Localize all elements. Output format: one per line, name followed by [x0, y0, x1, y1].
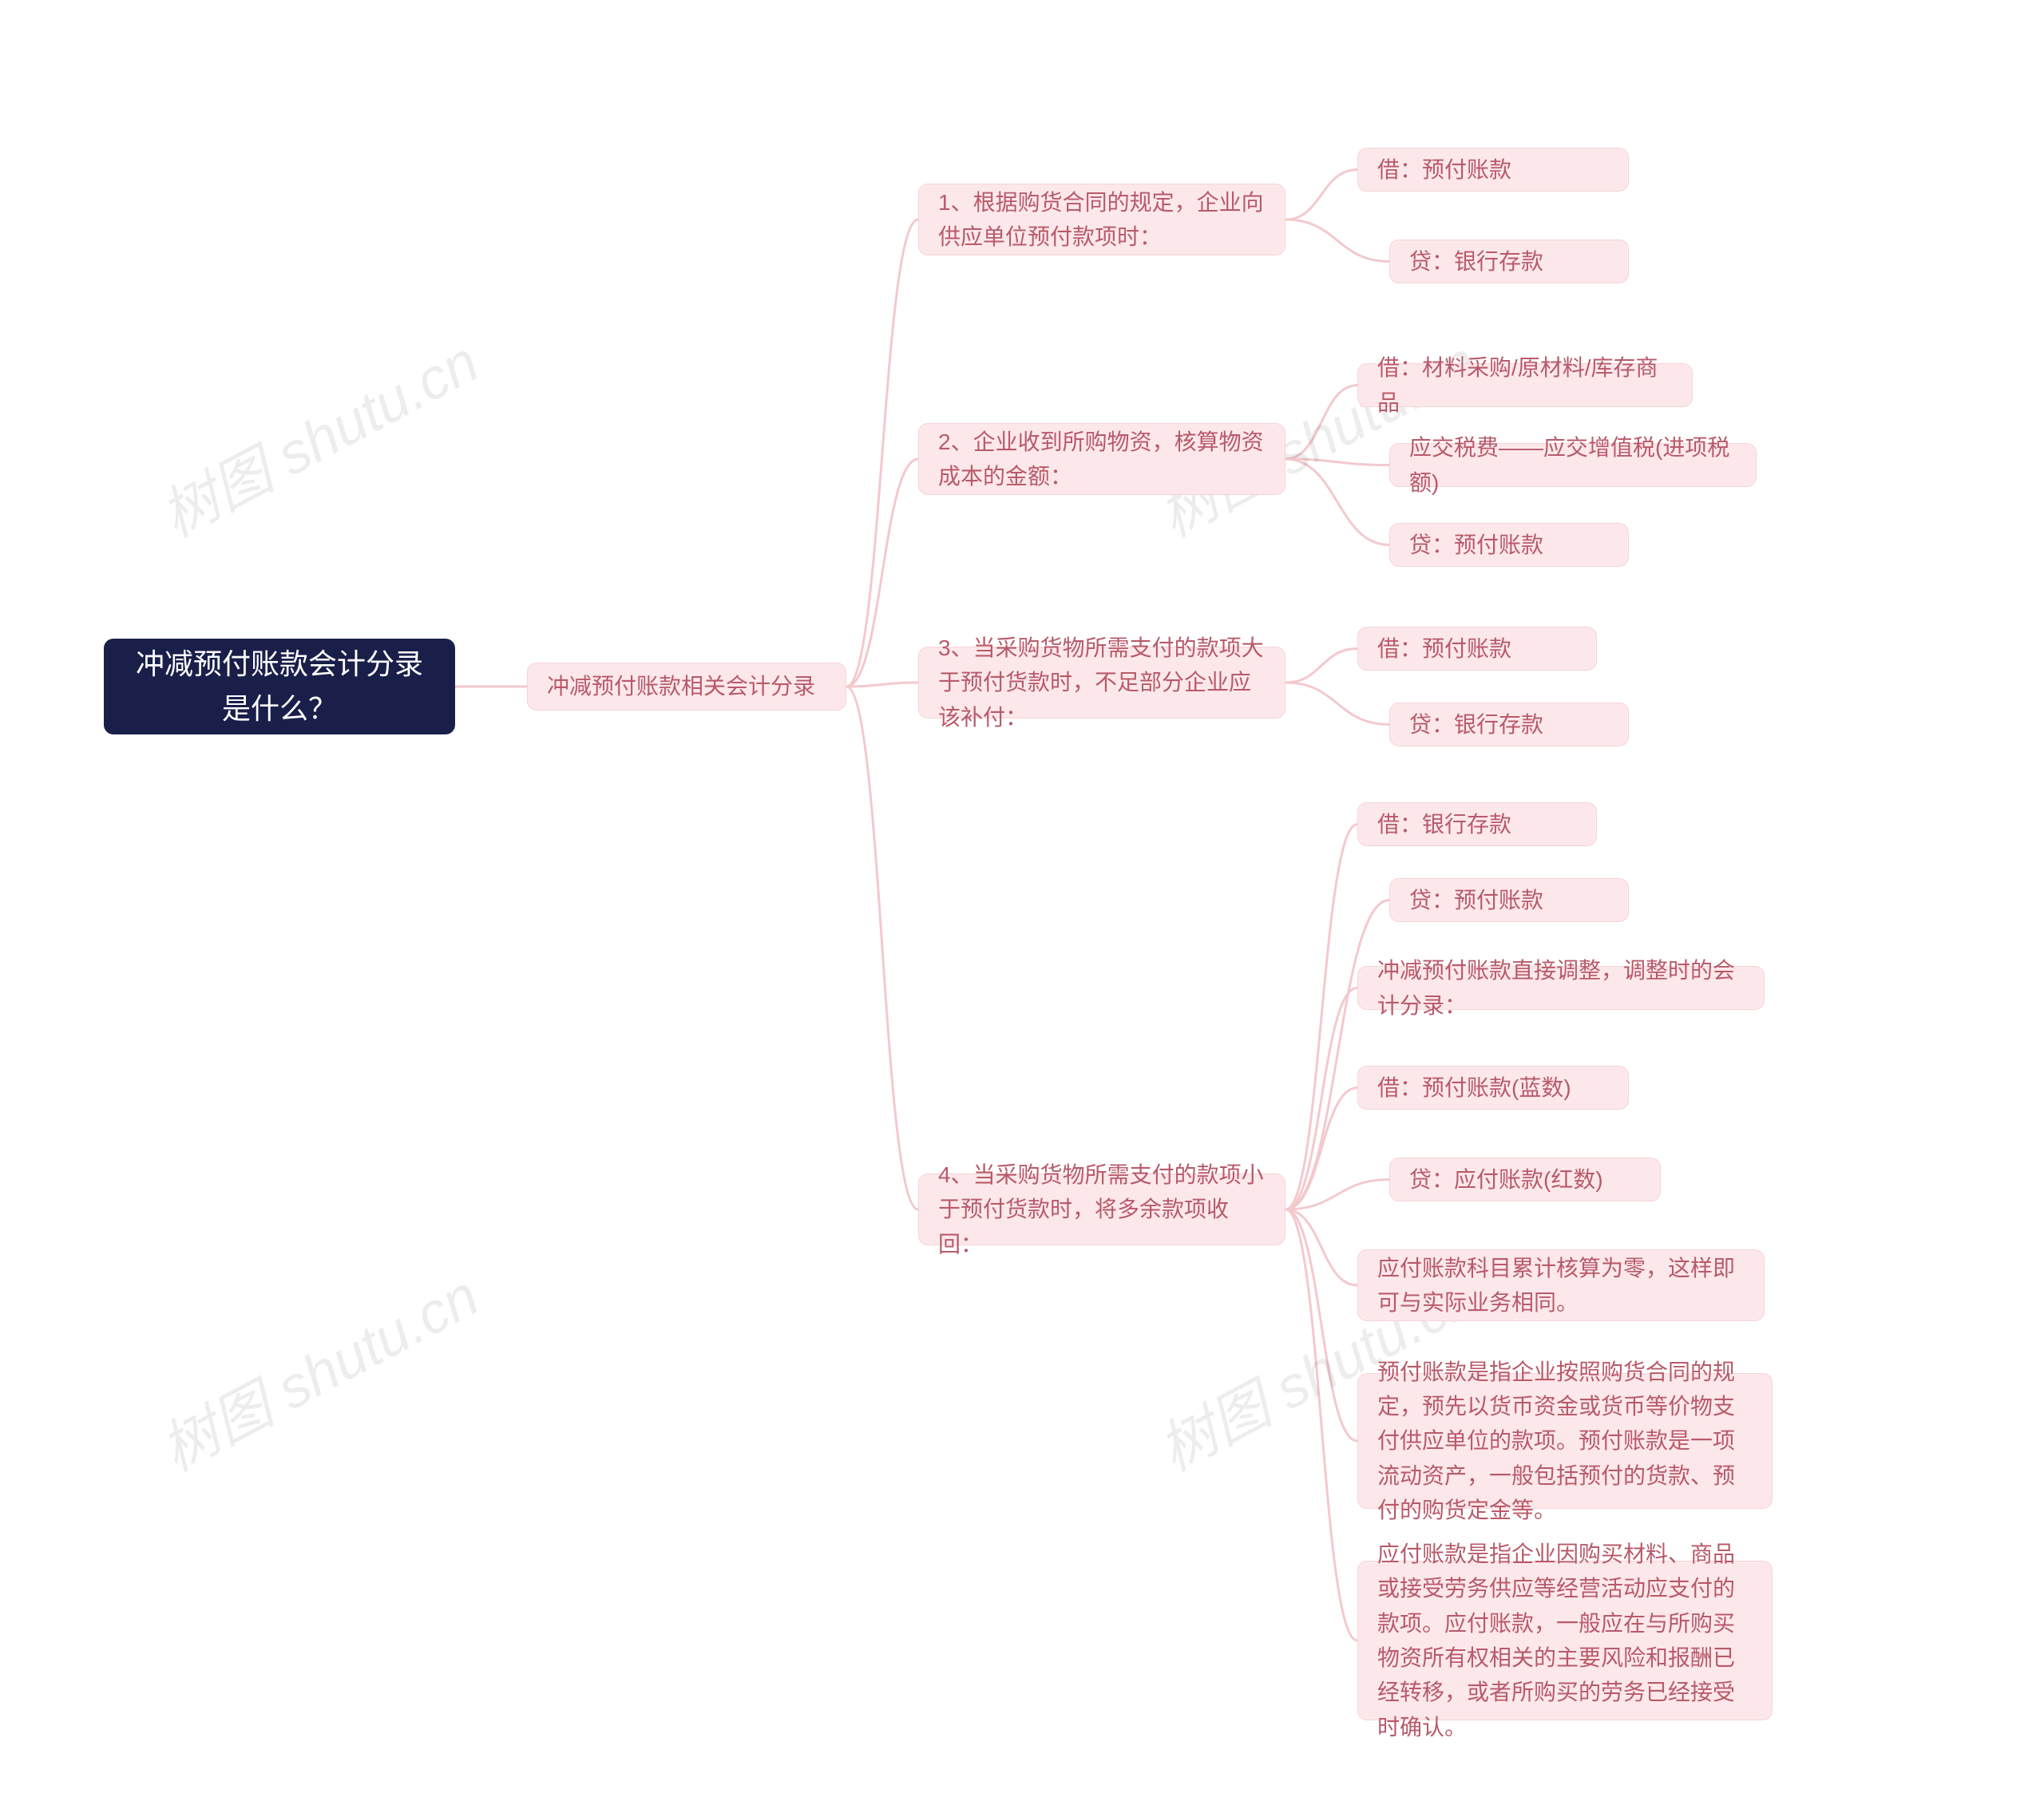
leaf-node[interactable]: 贷：银行存款	[1389, 703, 1629, 746]
leaf-node[interactable]: 应付账款是指企业因购买材料、商品或接受劳务供应等经营活动应支付的款项。应付账款，…	[1357, 1561, 1773, 1720]
leaf-node[interactable]: 贷：预付账款	[1389, 523, 1629, 567]
level1-node[interactable]: 冲减预付账款相关会计分录	[527, 663, 846, 710]
level2-node[interactable]: 2、企业收到所购物资，核算物资成本的金额：	[918, 423, 1285, 495]
leaf-node[interactable]: 预付账款是指企业按照购货合同的规定，预先以货币资金或货币等价物支付供应单位的款项…	[1357, 1373, 1773, 1509]
watermark: 树图 shutu.cn	[144, 1249, 490, 1486]
leaf-node[interactable]: 借：预付账款	[1357, 627, 1597, 671]
leaf-node[interactable]: 应交税费——应交增值税(进项税额)	[1389, 443, 1757, 487]
leaf-node[interactable]: 贷：应付账款(红数)	[1389, 1158, 1661, 1201]
level2-node[interactable]: 4、当采购货物所需支付的款项小于预付货款时，将多余款项收回：	[918, 1174, 1285, 1245]
leaf-node[interactable]: 借：材料采购/原材料/库存商品	[1357, 363, 1693, 407]
leaf-node[interactable]: 贷：预付账款	[1389, 878, 1629, 922]
watermark: 树图 shutu.cn	[144, 315, 490, 552]
leaf-node[interactable]: 借：预付账款	[1357, 148, 1629, 192]
level2-node[interactable]: 3、当采购货物所需支付的款项大于预付货款时，不足部分企业应该补付：	[918, 647, 1285, 718]
mindmap-canvas: 树图 shutu.cn 树图 shutu.cn 树图 shutu.cn 树图 s…	[0, 0, 2044, 1797]
leaf-node[interactable]: 借：银行存款	[1357, 802, 1597, 846]
leaf-node[interactable]: 应付账款科目累计核算为零，这样即可与实际业务相同。	[1357, 1249, 1765, 1321]
level2-node[interactable]: 1、根据购货合同的规定，企业向供应单位预付款项时：	[918, 184, 1285, 255]
leaf-node[interactable]: 冲减预付账款直接调整，调整时的会计分录：	[1357, 966, 1765, 1010]
root-node[interactable]: 冲减预付账款会计分录是什么？	[104, 639, 455, 734]
leaf-node[interactable]: 借：预付账款(蓝数)	[1357, 1066, 1629, 1110]
leaf-node[interactable]: 贷：银行存款	[1389, 239, 1629, 283]
